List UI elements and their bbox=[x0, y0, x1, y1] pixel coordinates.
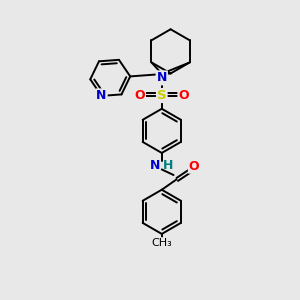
Text: N: N bbox=[150, 159, 160, 172]
Text: O: O bbox=[134, 89, 145, 102]
Text: N: N bbox=[157, 71, 167, 84]
Text: O: O bbox=[189, 160, 200, 173]
Text: O: O bbox=[178, 89, 189, 102]
Text: CH₃: CH₃ bbox=[152, 238, 172, 248]
Text: H: H bbox=[163, 159, 174, 172]
Text: N: N bbox=[96, 89, 107, 102]
Text: S: S bbox=[157, 89, 166, 102]
